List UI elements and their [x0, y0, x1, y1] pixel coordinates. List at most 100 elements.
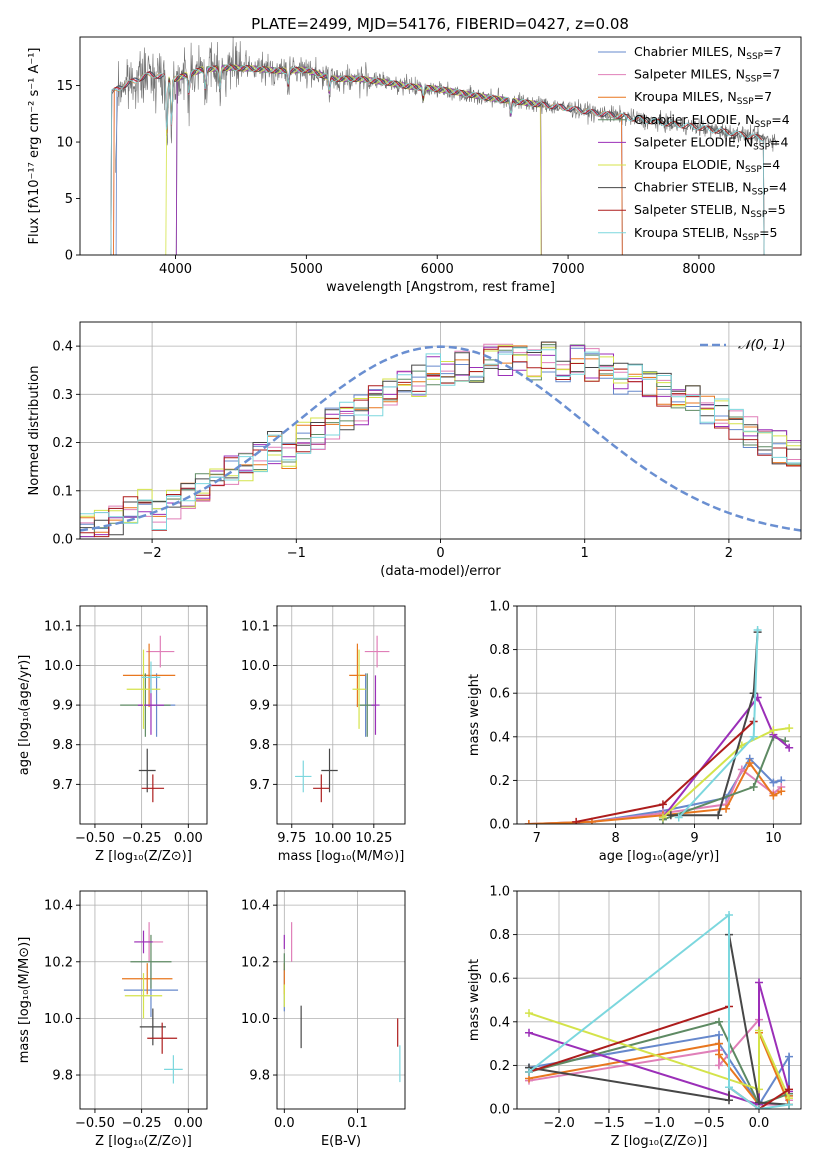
weight-marker-salp_miles	[715, 1061, 723, 1070]
weight-marker-krou_elodie	[755, 1026, 763, 1035]
y-tick-label: 10.0	[44, 659, 73, 674]
weight-line-krou_elodie	[662, 727, 790, 819]
x-tick-label: 0	[436, 546, 444, 561]
weight-line-krou_elodie	[528, 1012, 790, 1099]
y-tick-label: 0.4	[52, 340, 73, 355]
y-tick-label: 0.0	[489, 818, 510, 833]
x-tick-label: 4000	[159, 262, 192, 277]
axes-frame	[516, 605, 802, 825]
legend-entry-normal: 𝒩(0, 1)	[738, 338, 785, 353]
model-spectrum-krou_stelib	[110, 64, 765, 255]
plot-area	[80, 341, 801, 539]
weight-marker-krou_elodie	[785, 724, 794, 733]
axes-frame	[79, 36, 802, 256]
residuals-panel: −2 −1 0 1 2 0.0 0.1 0.2 0.3 0.4 (data-model)/error…	[27, 321, 802, 579]
x-tick-label: 7000	[552, 262, 585, 277]
age-z-panel: −0.50 −0.25 0.00 9.7 9.8 9.9 10.0 10.1 Z [log₁₀(…	[17, 605, 208, 864]
legend-entry-salp_miles: Salpeter MILES, NSSP=7	[634, 67, 780, 85]
y-axis-label: age [log₁₀(age/yr)]	[17, 655, 32, 776]
weight-marker-chab_miles	[785, 1052, 793, 1061]
y-tick-label: 0.4	[489, 730, 510, 745]
weight-marker-krou_miles	[777, 787, 786, 796]
y-tick-label: 9.7	[52, 778, 73, 793]
age-mass-panel: 9.75 10.00 10.25 9.7 9.8 9.9 10.0 10.1 mass [log…	[241, 605, 406, 864]
x-tick-label: 2	[725, 546, 733, 561]
x-tick-label: −1	[287, 546, 306, 561]
legend-entry-salp_elodie: Salpeter ELODIE, NSSP=4	[634, 134, 789, 152]
y-tick-label: 10.4	[241, 899, 270, 914]
figure-title: PLATE=2499, MJD=54176, FIBERID=0427, z=0…	[251, 15, 629, 33]
x-axis-label: Z [log₁₀(Z/Z⊙)]	[95, 849, 192, 864]
legend-entry-chab_stelib: Chabrier STELIB, NSSP=4	[634, 180, 787, 198]
weight-z-panel: −2.0 −1.5 −1.0 −0.5 0.0 0.0 0.2 0.4 0.6 0.8 1.0 Z […	[467, 885, 802, 1149]
x-tick-label: 0.0	[749, 1116, 770, 1131]
y-tick-label: 0.2	[489, 1059, 510, 1074]
weight-marker-krou_stelib	[785, 1100, 793, 1109]
model-spectrum-chab_elodie	[175, 64, 542, 255]
weight-marker-salp_elodie	[785, 743, 794, 752]
x-tick-label: −0.25	[122, 831, 162, 846]
weight-marker-chab_stelib	[714, 811, 723, 820]
weight-marker-krou_elodie	[769, 726, 778, 735]
plot-area	[122, 922, 183, 1084]
weight-marker-chab_stelib	[666, 811, 675, 820]
x-tick-label: −2	[143, 546, 162, 561]
x-tick-label: 6000	[421, 262, 454, 277]
x-tick-label: −0.50	[75, 831, 115, 846]
weight-marker-salp_stelib	[572, 817, 581, 824]
weight-marker-krou_miles	[769, 791, 778, 800]
y-tick-label: 5	[65, 192, 73, 207]
y-axis-label: Flux [fλ10⁻¹⁷ erg cm⁻² s⁻¹ A⁻¹]	[27, 48, 42, 245]
plot-area	[283, 922, 401, 1083]
x-axis-label: Z [log₁₀(Z/Z⊙)]	[95, 1134, 192, 1149]
model-spectrum-salp_elodie	[175, 64, 542, 255]
legend-entry-chab_elodie: Chabrier ELODIE, NSSP=4	[634, 112, 790, 130]
model-spectrum-krou_elodie	[165, 64, 542, 255]
y-tick-label: 15	[56, 79, 73, 94]
y-tick-label: 10.0	[44, 1012, 73, 1027]
weight-marker-krou_miles	[524, 820, 533, 824]
x-axis-label: E(B-V)	[321, 1134, 361, 1149]
histogram-krou_stelib	[80, 347, 801, 539]
weight-marker-chab_miles	[769, 778, 778, 787]
weight-marker-krou_elodie	[658, 813, 667, 822]
histogram-krou_miles	[80, 341, 801, 539]
y-tick-label: 10	[56, 136, 73, 151]
weight-marker-krou_miles	[715, 1050, 723, 1059]
x-axis-label: Z [log₁₀(Z/Z⊙)]	[611, 1134, 708, 1149]
legend-entry-krou_stelib: Kroupa STELIB, NSSP=5	[634, 225, 778, 243]
y-tick-label: 0.4	[489, 1015, 510, 1030]
y-tick-label: 9.8	[249, 1069, 270, 1084]
weight-marker-krou_stelib	[725, 1083, 733, 1092]
x-tick-label: −0.50	[75, 1116, 115, 1131]
y-tick-label: 10.0	[241, 659, 270, 674]
weight-marker-krou_miles	[722, 804, 731, 813]
weight-line-chab_miles	[528, 1033, 790, 1107]
model-spectrum-chab_miles	[115, 64, 623, 255]
y-axis-label: Normed distribution	[27, 366, 42, 496]
x-tick-label: 1	[581, 546, 589, 561]
weight-marker-chab_elodie	[749, 782, 758, 791]
x-tick-label: 10.00	[314, 831, 351, 846]
spectrum-panel: 4000 5000 6000 7000 8000 0 5 10 15 wavelength [An…	[27, 36, 802, 295]
y-tick-label: 9.8	[52, 1069, 73, 1084]
y-tick-label: 0.2	[489, 774, 510, 789]
y-tick-label: 10.0	[241, 1012, 270, 1027]
y-tick-label: 10.2	[241, 955, 270, 970]
weight-marker-krou_stelib	[725, 910, 733, 919]
weight-marker-krou_stelib	[755, 1105, 763, 1109]
y-tick-label: 9.8	[249, 738, 270, 753]
y-tick-label: 0.2	[52, 436, 73, 451]
x-tick-label: 10.25	[355, 831, 392, 846]
y-tick-label: 0.6	[489, 687, 510, 702]
x-tick-label: 10	[765, 831, 782, 846]
normal-distribution-line	[80, 345, 801, 532]
x-tick-label: 8	[611, 831, 619, 846]
x-tick-label: −1.5	[593, 1116, 625, 1131]
y-tick-label: 1.0	[489, 885, 510, 900]
weight-age-panel: 7 8 9 10 0.0 0.2 0.4 0.6 0.8 1.0 age [log₁₀(age/yr…	[467, 600, 802, 864]
weight-marker-chab_elodie	[715, 1017, 723, 1026]
y-tick-label: 0.8	[489, 928, 510, 943]
weight-marker-krou_miles	[745, 758, 754, 767]
